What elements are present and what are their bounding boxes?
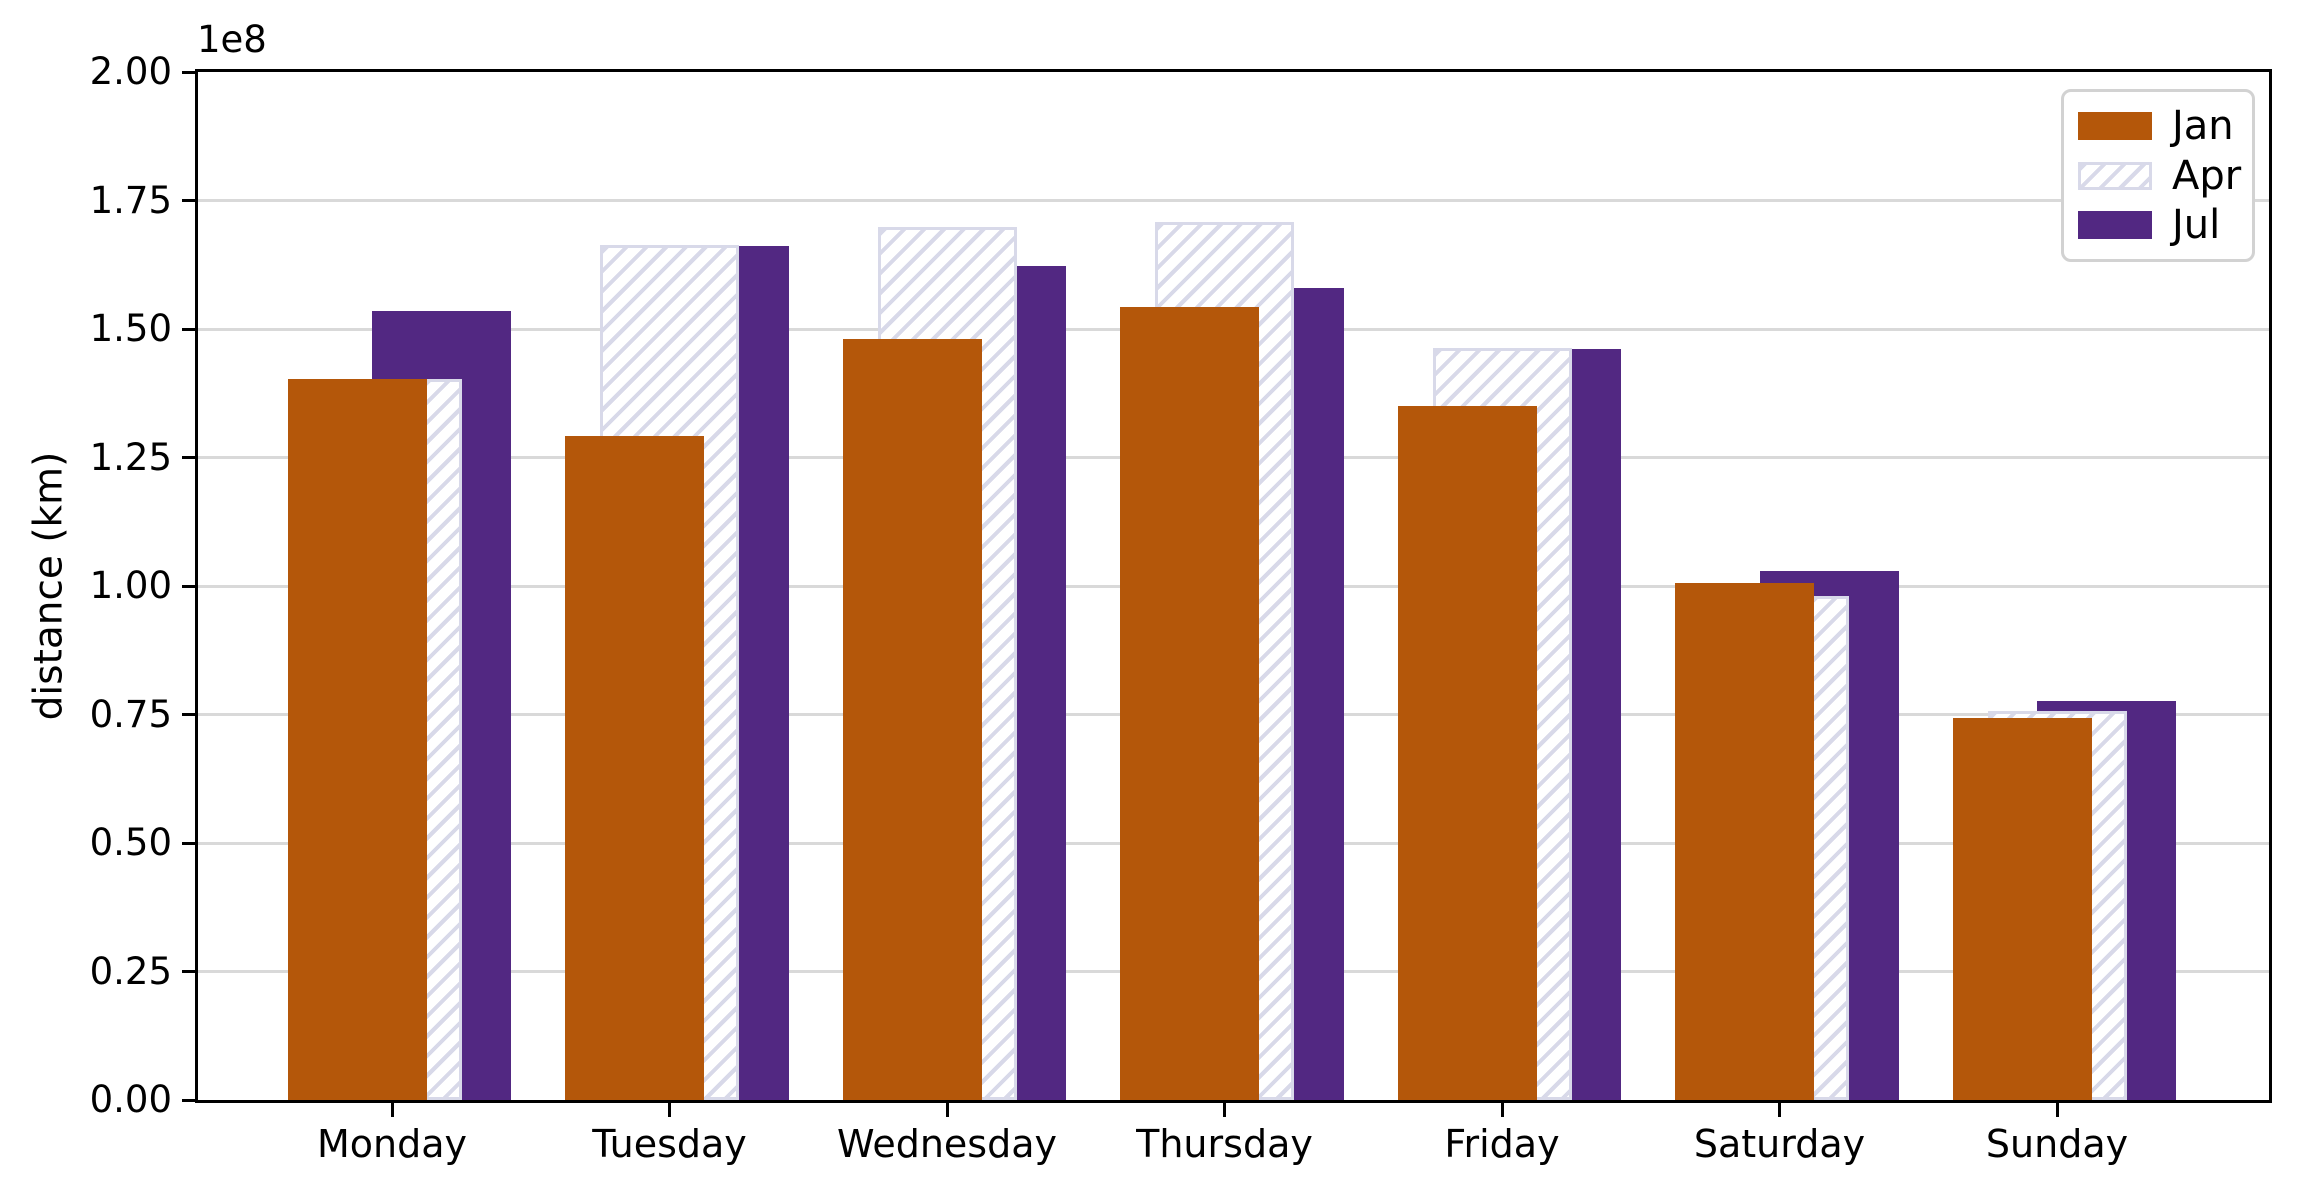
y-tick-label-0.00: 0.00 xyxy=(89,1078,172,1121)
x-tick-label-saturday: Saturday xyxy=(1693,1122,1866,1166)
solid-swatch-icon xyxy=(2078,211,2152,240)
y-tick-0.75 xyxy=(182,713,195,716)
gridline-1.75 xyxy=(198,199,2269,202)
y-tick-label-0.50: 0.50 xyxy=(89,821,172,864)
bar-jan-friday xyxy=(1397,406,1537,1100)
y-tick-label-2.00: 2.00 xyxy=(89,50,172,93)
y-tick-0.50 xyxy=(182,841,195,845)
hatched-swatch-icon xyxy=(2078,161,2152,190)
y-tick-label-1.50: 1.50 xyxy=(89,307,172,350)
x-tick-label-sunday: Sunday xyxy=(1985,1122,2129,1166)
x-tick-wednesday xyxy=(945,1103,949,1117)
x-tick-friday xyxy=(1500,1103,1504,1117)
y-tick-1.25 xyxy=(182,456,195,459)
x-tick-label-wednesday: Wednesday xyxy=(836,1122,1057,1166)
y-tick-0.25 xyxy=(182,970,195,973)
x-tick-label-thursday: Thursday xyxy=(1136,1122,1313,1166)
x-tick-label-friday: Friday xyxy=(1444,1122,1560,1166)
y-tick-label-1.00: 1.00 xyxy=(89,564,172,607)
bar-jan-saturday xyxy=(1675,582,1814,1100)
x-tick-label-monday: Monday xyxy=(316,1122,467,1166)
bar-jan-wednesday xyxy=(842,339,982,1100)
legend-label-apr: Apr xyxy=(2172,152,2242,199)
x-tick-tuesday xyxy=(668,1103,671,1117)
y-axis-offset-label: 1e8 xyxy=(197,18,267,61)
legend-item-jul: Jul xyxy=(2078,203,2238,247)
y-tick-2.00 xyxy=(182,70,195,74)
y-tick-label-1.75: 1.75 xyxy=(89,178,172,222)
legend: Jan Apr Jul xyxy=(2061,89,2255,262)
y-tick-0.00 xyxy=(182,1098,195,1102)
y-tick-1.50 xyxy=(182,327,195,331)
y-tick-label-0.25: 0.25 xyxy=(89,949,172,993)
bar-jan-sunday xyxy=(1952,718,2092,1100)
x-tick-monday xyxy=(390,1103,394,1117)
solid-swatch-icon xyxy=(2078,111,2152,140)
x-tick-saturday xyxy=(1778,1103,1781,1117)
legend-item-apr: Apr xyxy=(2078,152,2242,199)
y-tick-label-0.75: 0.75 xyxy=(89,692,172,736)
x-tick-sunday xyxy=(2055,1103,2059,1117)
legend-item-jan: Jan xyxy=(2078,104,2238,148)
x-tick-thursday xyxy=(1223,1103,1226,1117)
bar-jan-thursday xyxy=(1120,307,1259,1100)
plot-area xyxy=(195,69,2272,1103)
legend-label-jul: Jul xyxy=(2172,202,2221,249)
y-tick-1.00 xyxy=(182,584,195,588)
bar-jan-monday xyxy=(287,378,427,1100)
bar-jan-tuesday xyxy=(565,435,704,1100)
x-tick-label-tuesday: Tuesday xyxy=(592,1122,747,1166)
y-tick-1.75 xyxy=(182,199,195,202)
legend-label-jan: Jan xyxy=(2172,102,2234,149)
y-tick-label-1.25: 1.25 xyxy=(89,435,172,479)
